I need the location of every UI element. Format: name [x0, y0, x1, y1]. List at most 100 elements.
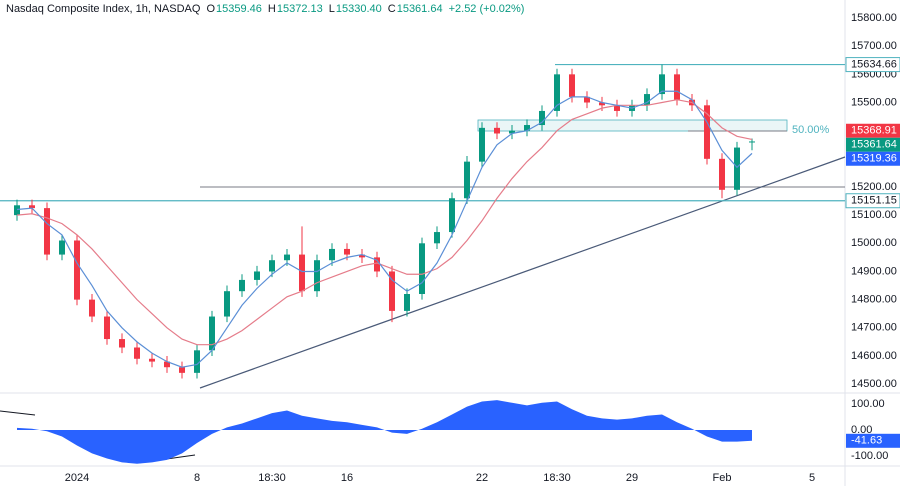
y-tick-label: 0.00: [851, 424, 872, 436]
header-text: Nasdaq Composite Index, 1h, NASDAQ: [6, 3, 201, 15]
x-tick-label: 22: [476, 472, 488, 484]
price-label-box: [846, 151, 900, 166]
price-label: 15151.15: [851, 195, 897, 207]
candle-body: [254, 271, 260, 280]
header-text: 15359.46: [216, 3, 262, 15]
candle-body: [734, 147, 740, 190]
header-text: L: [328, 3, 335, 15]
value-label: -41.63: [851, 435, 882, 447]
candle-body: [434, 232, 440, 244]
candle-body: [359, 254, 365, 258]
candle-body: [509, 130, 515, 134]
price-label: 15634.66: [851, 58, 897, 70]
candle-body: [674, 74, 680, 100]
candle-body: [209, 316, 215, 351]
header-text: 15361.64: [396, 3, 443, 15]
candle-body: [449, 198, 455, 233]
divergence-line: [0, 410, 36, 416]
candle-body: [164, 361, 170, 368]
candle-body: [134, 347, 140, 359]
y-tick-label: 15800.00: [851, 12, 897, 24]
moving-average: [16, 90, 753, 368]
candle-body: [89, 299, 95, 317]
x-tick-label: 2024: [65, 472, 89, 484]
candle-body: [59, 240, 65, 255]
x-tick-label: 18:30: [543, 472, 571, 484]
candle-body: [224, 291, 230, 317]
candle-body: [374, 257, 380, 272]
moving-average: [16, 99, 753, 346]
candle-body: [239, 279, 245, 292]
x-tick-label: Feb: [713, 472, 732, 484]
candle-body: [524, 125, 530, 131]
header-text: O: [206, 3, 215, 15]
candle-body: [284, 254, 290, 261]
legend-header: Nasdaq Composite Index, 1h, NASDAQ O15359…: [6, 3, 531, 15]
x-tick-label: 18:30: [258, 472, 286, 484]
candle-body: [464, 161, 470, 199]
header-text: C: [387, 3, 396, 15]
price-label: 15368.91: [851, 125, 897, 137]
value-label-box: [846, 433, 900, 448]
candle-body: [389, 271, 395, 311]
candle-body: [599, 102, 605, 106]
header-text: +2.52 (+0.02%): [448, 3, 525, 15]
candle-body: [494, 127, 500, 134]
price-label: 15319.36: [851, 153, 897, 165]
candle-body: [749, 141, 755, 143]
candle-body: [554, 74, 560, 111]
y-tick-label: 15700.00: [851, 40, 897, 52]
candle-body: [329, 248, 335, 261]
candle-body: [314, 260, 320, 292]
candle-body: [719, 158, 725, 190]
candle-body: [29, 205, 35, 209]
candle-body: [479, 127, 485, 162]
candle-body: [569, 74, 575, 97]
candle-body: [419, 243, 425, 294]
candle-body: [179, 367, 185, 373]
price-label-box: [845, 57, 900, 73]
price-label: 15361.64: [851, 139, 897, 151]
x-tick-label: 5: [809, 472, 815, 484]
candle-body: [104, 316, 110, 340]
candle-body: [344, 248, 350, 255]
y-tick-label: 15500.00: [851, 96, 897, 108]
candle-body: [44, 208, 50, 255]
price-label-box: [846, 137, 900, 152]
candle-body: [299, 254, 305, 292]
fib-zone: [477, 119, 788, 132]
candle-body: [704, 105, 710, 159]
y-tick-label: 100.00: [851, 398, 885, 410]
candle-body: [404, 294, 410, 311]
candle-body: [149, 358, 155, 362]
trend-line: [199, 156, 846, 389]
candle-body: [194, 350, 200, 373]
y-tick-label: 15200.00: [851, 181, 897, 193]
price-label-box: [845, 193, 900, 209]
x-tick-label: 16: [341, 472, 353, 484]
y-tick-label: -100.00: [851, 450, 888, 462]
candle-body: [659, 74, 665, 95]
candle-body: [614, 105, 620, 111]
x-tick-label: 29: [626, 472, 638, 484]
price-label-box: [846, 123, 900, 138]
y-tick-label: 15000.00: [851, 237, 897, 249]
candle-body: [539, 110, 545, 126]
y-tick-label: 14900.00: [851, 265, 897, 277]
y-tick-label: 14500.00: [851, 378, 897, 390]
x-tick-label: 8: [194, 472, 200, 484]
candle-body: [14, 205, 20, 216]
header-text: 15330.40: [335, 3, 382, 15]
fib-label: 50.00%: [792, 124, 830, 136]
candle-body: [119, 339, 125, 348]
y-tick-label: 14700.00: [851, 322, 897, 334]
candle-body: [269, 260, 275, 272]
header-text: 15372.13: [276, 3, 323, 15]
y-tick-label: 14600.00: [851, 350, 897, 362]
candle-body: [644, 94, 650, 106]
candle-body: [584, 96, 590, 103]
header-text: H: [267, 3, 276, 15]
y-tick-label: 14800.00: [851, 294, 897, 306]
